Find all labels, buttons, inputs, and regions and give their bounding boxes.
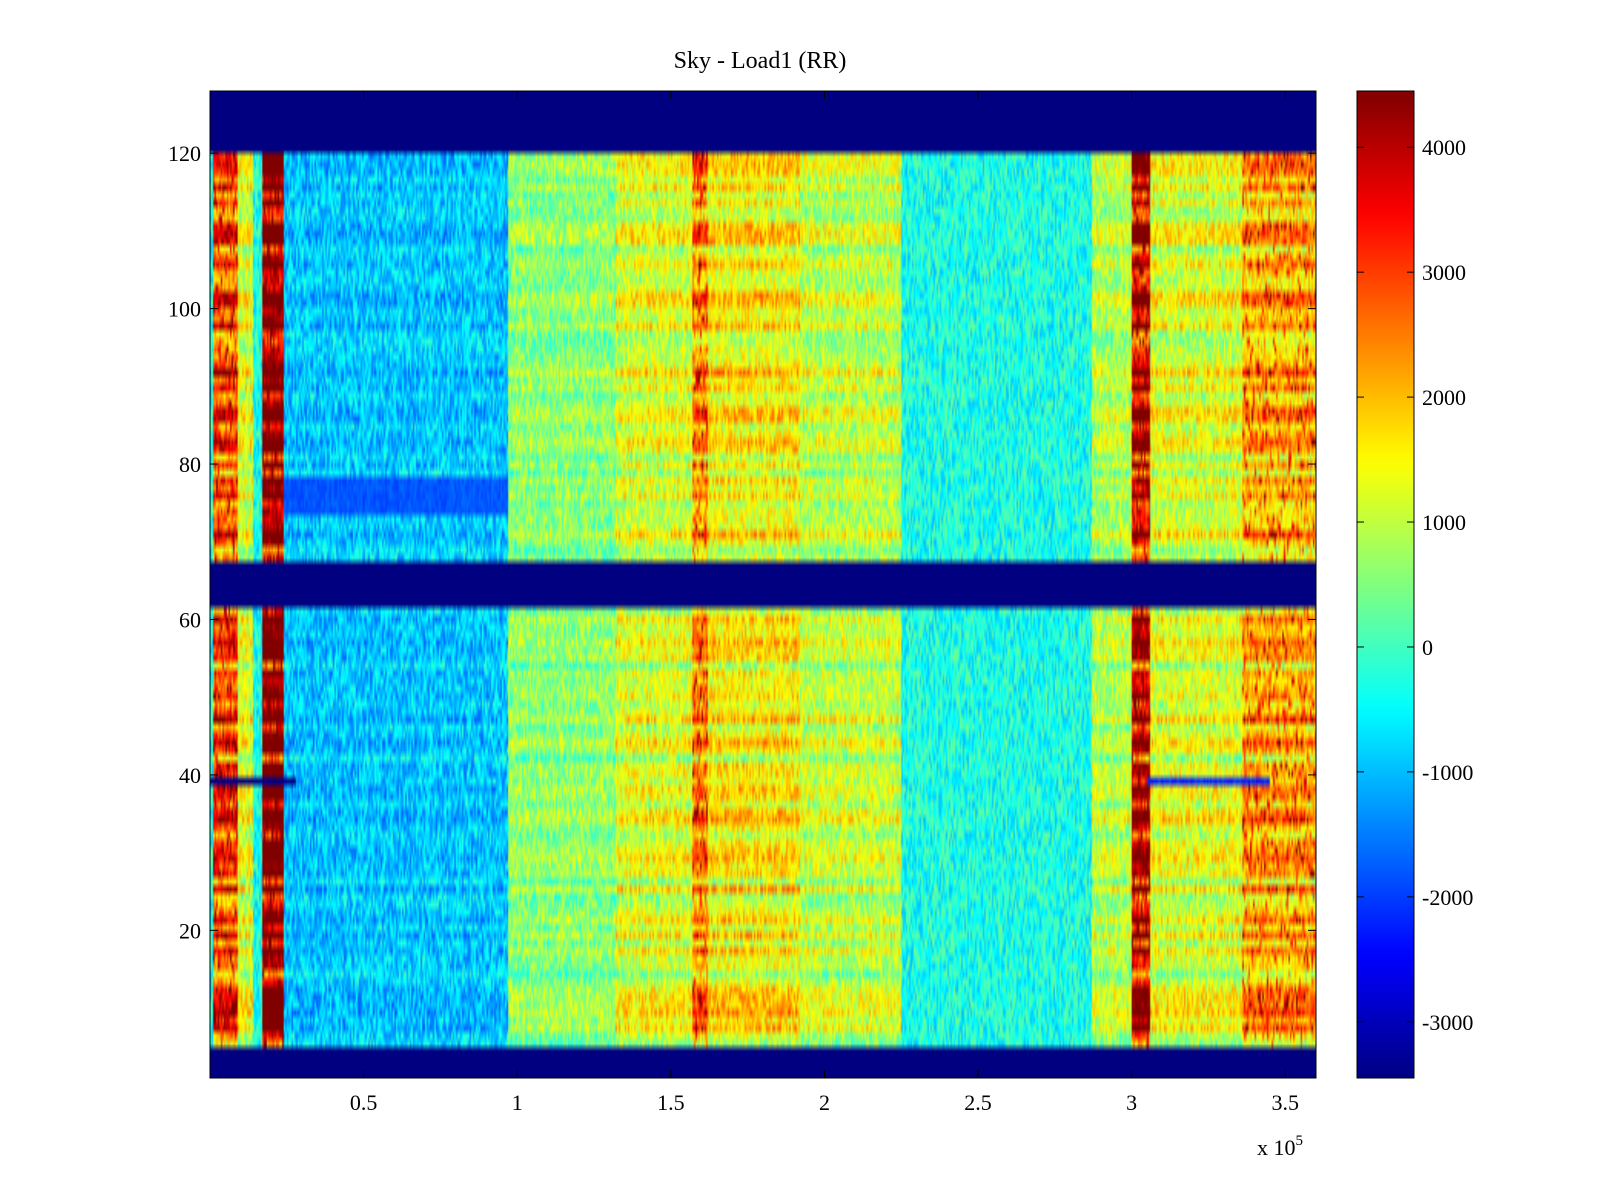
colorbar-tick-label: 0 (1422, 635, 1433, 660)
y-tick-label: 120 (168, 141, 201, 166)
x-axis: 0.5 1 1.5 2 2.5 3 3.5 (350, 91, 1299, 1115)
colorbar: -3000 -2000 -1000 0 1000 2000 3000 4000 (1356, 90, 1473, 1079)
x-tick-label: 1.5 (657, 1090, 685, 1115)
x-tick-label: 2.5 (964, 1090, 992, 1115)
y-tick-label: 40 (179, 763, 201, 788)
colorbar-tick-label: 1000 (1422, 510, 1466, 535)
colorbar-tick-label: 2000 (1422, 385, 1466, 410)
colorbar-tick-label: 3000 (1422, 260, 1466, 285)
x-multiplier-exponent: 5 (1296, 1133, 1304, 1149)
colorbar-frame (1356, 90, 1415, 1079)
y-axis: 20 40 60 80 100 120 (168, 141, 1316, 943)
y-tick-label: 60 (179, 607, 201, 632)
x-tick-label: 3.5 (1272, 1090, 1300, 1115)
colorbar-gradient (1357, 91, 1414, 1078)
y-tick-label: 80 (179, 452, 201, 477)
x-tick-label: 0.5 (350, 1090, 378, 1115)
colorbar-tick-label: -1000 (1422, 760, 1473, 785)
colorbar-axis: -3000 -2000 -1000 0 1000 2000 3000 4000 (1357, 135, 1473, 1035)
y-tick-label: 100 (168, 297, 201, 322)
heatmap-image (210, 91, 1316, 1078)
plot-area: 0.5 1 1.5 2 2.5 3 3.5 20 40 60 80 100 120 x 105 (168, 90, 1317, 1160)
x-multiplier-label: x 105 (1257, 1133, 1303, 1160)
colorbar-tick-label: 4000 (1422, 135, 1466, 160)
colorbar-tick-label: -3000 (1422, 1010, 1473, 1035)
x-tick-label: 1 (512, 1090, 523, 1115)
y-tick-label: 20 (179, 918, 201, 943)
plot-frame (209, 90, 1317, 1079)
colorbar-tick-label: -2000 (1422, 885, 1473, 910)
x-tick-label: 2 (819, 1090, 830, 1115)
chart-title: Sky - Load1 (RR) (674, 48, 847, 74)
x-tick-label: 3 (1126, 1090, 1137, 1115)
